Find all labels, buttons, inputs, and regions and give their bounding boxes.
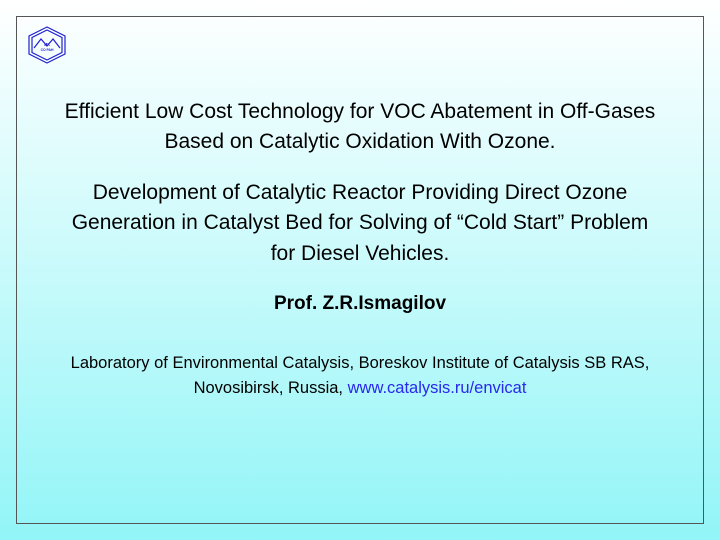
affiliation-link[interactable]: www.catalysis.ru/envicat xyxy=(348,379,527,397)
svg-text:СО РАН: СО РАН xyxy=(41,48,54,52)
title-paragraph-2: Development of Catalytic Reactor Providi… xyxy=(57,178,663,269)
title-paragraph-1: Efficient Low Cost Technology for VOC Ab… xyxy=(57,97,663,158)
content-area: Efficient Low Cost Technology for VOC Ab… xyxy=(17,17,703,523)
affiliation: Laboratory of Environmental Catalysis, B… xyxy=(57,351,663,401)
svg-text:ИК: ИК xyxy=(44,42,50,47)
slide: ИК СО РАН Efficient Low Cost Technology … xyxy=(0,0,720,540)
author-name: Prof. Z.R.Ismagilov xyxy=(57,293,663,315)
institute-logo-icon: ИК СО РАН xyxy=(25,25,69,65)
inner-frame: ИК СО РАН Efficient Low Cost Technology … xyxy=(16,16,704,524)
title-block: Efficient Low Cost Technology for VOC Ab… xyxy=(57,97,663,269)
